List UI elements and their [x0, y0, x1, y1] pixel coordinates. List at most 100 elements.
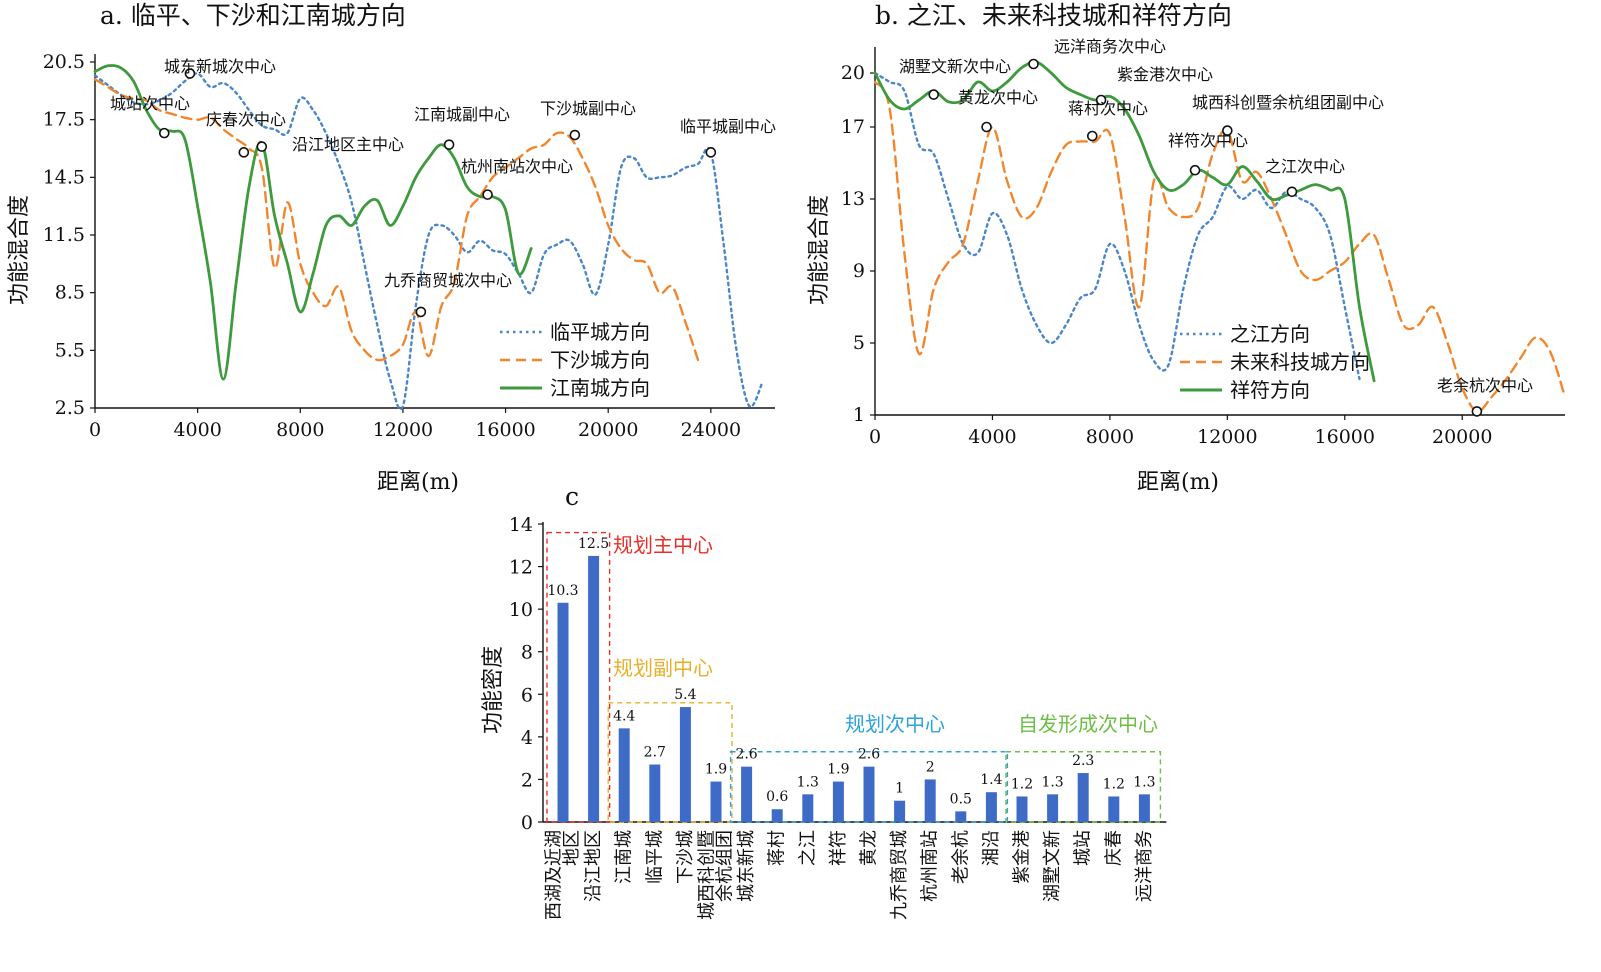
panel-c-category-label-12: 杭州南站 [920, 830, 941, 902]
panel-a-annotation-label-2: 庆春次中心 [206, 110, 286, 129]
panel-c-group-label-0: 规划主中心 [613, 533, 713, 557]
panel-c-bar-value-label-2: 4.4 [613, 708, 635, 724]
panel-c-group-box-1 [607, 702, 733, 823]
panel-b-series-line-1 [873, 80, 1567, 413]
panel-c-bar-value-label-13: 0.5 [950, 791, 972, 807]
panel-a-y-tick-label: 8.5 [55, 282, 85, 304]
panel-b-legend-label-0: 之江方向 [1230, 322, 1310, 346]
panel-c-bar-value-label-15: 1.2 [1011, 776, 1033, 792]
panel-c-y-tick-label: 8 [521, 642, 533, 664]
panel-c-group-label-2: 规划次中心 [845, 712, 945, 736]
panel-b-line-chart: b. 之江、未来科技城和祥符方向 距离(m) 功能混合度 1 5 9 13 17 20 0 4… [807, 1, 1567, 495]
panel-c-y-axis-label: 功能密度 [481, 646, 506, 734]
panel-c-bar-value-label-10: 2.6 [858, 747, 880, 763]
panel-c-bar-value-label-1: 12.5 [578, 536, 609, 552]
panel-a-y-tick-label: 11.5 [43, 224, 85, 246]
panel-b-x-tick-label: 8000 [1086, 426, 1134, 448]
panel-a-annotation-label-8: 九乔商贸城次中心 [384, 271, 512, 290]
panel-c-bar-19 [1138, 794, 1150, 822]
panel-c-category-label-16: 湖墅文新 [1042, 830, 1063, 902]
panel-c-y-tick-label: 0 [521, 812, 533, 834]
panel-a-legend-label-0: 临平城方向 [550, 320, 650, 344]
panel-a-annotation-marker-1 [158, 127, 170, 139]
panel-b-annotation-marker-4 [1086, 130, 1098, 142]
panel-b-annotation-label-7: 之江次中心 [1265, 157, 1345, 176]
panel-c-bar-5 [710, 781, 722, 822]
panel-b-x-tick-label: 0 [869, 426, 881, 448]
panel-b-x-axis-label: 距离(m) [1137, 470, 1219, 495]
panel-a-x-tick-label: 24000 [681, 419, 741, 441]
panel-c-category-label-17: 城站 [1073, 830, 1094, 866]
panel-c-bar-3 [649, 764, 661, 822]
panel-c-group-box-2 [729, 751, 1009, 823]
panel-a-annotation-marker-2 [238, 147, 250, 158]
panel-c-bar-value-label-19: 1.3 [1133, 774, 1155, 790]
panel-c-bar-15 [1016, 796, 1028, 822]
panel-c-bar-18 [1108, 796, 1120, 822]
panel-c-bar-16 [1047, 794, 1059, 822]
panel-a-annotation-marker-4 [443, 139, 455, 150]
panel-c-bar-value-label-12: 2 [926, 759, 935, 775]
panel-b-y-tick-label: 17 [841, 116, 865, 138]
panel-c-bar-value-label-17: 2.3 [1072, 753, 1094, 769]
panel-b-annotation-label-0: 湖墅文新次中心 [899, 57, 1011, 76]
panel-b-y-tick-label: 13 [841, 188, 865, 210]
panel-a-legend-label-1: 下沙城方向 [550, 348, 650, 372]
panel-c-bar-value-label-9: 1.9 [827, 762, 849, 778]
panel-c-bar-value-label-5: 1.9 [705, 762, 727, 778]
panel-c-bar-12 [924, 779, 936, 822]
panel-a-legend-label-2: 江南城方向 [550, 376, 650, 400]
panel-c-category-label-4: 下沙城 [675, 830, 696, 884]
panel-a-y-tick-label: 14.5 [43, 166, 85, 188]
panel-c-y-tick-label: 6 [521, 684, 533, 706]
panel-c-category-label-1: 沿江地区 [583, 830, 604, 902]
panel-a-annotation-label-6: 杭州南站次中心 [461, 157, 573, 176]
panel-b-x-tick-label: 20000 [1432, 426, 1492, 448]
panel-a-annotation-label-5: 下沙城副中心 [540, 99, 636, 118]
panel-b-annotation-label-8: 老余杭次中心 [1437, 376, 1533, 395]
panel-c-category-label-2: 江南城 [614, 830, 635, 884]
panel-a-annotation-label-4: 江南城副中心 [414, 105, 510, 124]
panel-c-category-label-9: 祥符 [828, 830, 849, 866]
panel-c-category-label-3: 临平城 [644, 830, 665, 884]
panel-a-annotation-marker-7 [705, 147, 717, 158]
panel-a-annotation-label-0: 城东新城次中心 [164, 57, 276, 76]
panel-a-annotation-marker-5 [569, 129, 581, 141]
panel-a-annotation-label-1: 城站次中心 [110, 94, 190, 113]
panel-c-category-label-11: 九乔商贸城 [889, 830, 910, 920]
panel-b-y-tick-label: 5 [853, 332, 865, 354]
panel-c-bar-value-label-14: 1.4 [980, 772, 1002, 788]
panel-c-category-label-19: 远洋商务 [1134, 830, 1155, 902]
panel-b-legend-label-2: 祥符方向 [1230, 378, 1310, 402]
panel-b-legend-label-1: 未来科技城方向 [1230, 350, 1370, 374]
panel-a-x-axis-label: 距离(m) [377, 470, 459, 495]
panel-c-bar-value-label-11: 1 [895, 781, 904, 797]
panel-c-group-label-3: 自发形成次中心 [1018, 712, 1158, 736]
panel-b-annotation-marker-5 [1222, 125, 1233, 136]
panel-b-y-tick-label: 20 [841, 62, 865, 84]
panel-c-category-label-6: 城东新城 [736, 830, 757, 902]
panel-c-bar-1 [588, 555, 600, 822]
panel-c-bar-4 [679, 707, 691, 822]
panel-b-annotation-label-4: 蒋村次中心 [1068, 99, 1148, 118]
panel-b-y-tick-label: 1 [853, 404, 865, 426]
panel-b-y-axis-label: 功能混合度 [807, 195, 832, 305]
panel-b-x-tick-label: 4000 [968, 426, 1016, 448]
panel-c-category-label-5: 城西科创暨 [697, 830, 718, 920]
panel-b-y-tick-label: 9 [853, 260, 865, 282]
panel-b-annotation-label-5: 城西科创暨余杭组团副中心 [1192, 93, 1384, 112]
panel-b-x-tick-label: 16000 [1315, 426, 1375, 448]
panel-a-series-line-0 [93, 72, 764, 411]
panel-c-bar-0 [557, 602, 569, 822]
panel-c-bar-2 [618, 728, 630, 822]
panel-c-category-label-7: 蒋村 [767, 830, 788, 866]
panel-c-y-tick-label: 2 [521, 769, 533, 791]
panel-a-y-tick-label: 20.5 [43, 51, 85, 73]
panel-a-x-tick-label: 16000 [475, 419, 535, 441]
panel-a-y-tick-label: 5.5 [55, 339, 85, 361]
panel-a-title: a. 临平、下沙和江南城方向 [100, 1, 406, 30]
panel-c-bar-6 [741, 766, 753, 822]
panel-a-line-chart: a. 临平、下沙和江南城方向 距离(m) 功能混合度 2.5 5.5 8.5 11.5… [7, 1, 776, 495]
panel-c-category-label-5: 余杭组团 [715, 830, 736, 902]
